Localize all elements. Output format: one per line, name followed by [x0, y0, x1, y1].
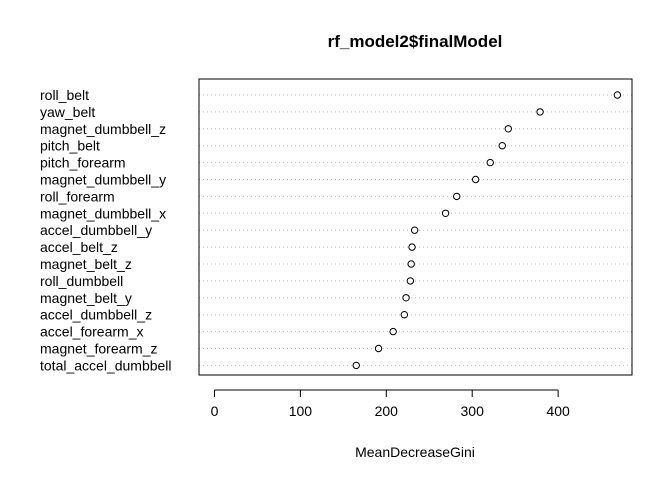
category-label: magnet_dumbbell_y	[40, 172, 166, 188]
x-tick-label: 0	[211, 403, 219, 419]
category-label: roll_belt	[40, 87, 89, 103]
category-label: magnet_dumbbell_x	[40, 205, 166, 221]
category-label: pitch_forearm	[40, 155, 126, 171]
category-label: magnet_forearm_z	[40, 341, 158, 357]
data-point	[389, 327, 397, 336]
category-label: magnet_dumbbell_z	[40, 121, 166, 137]
plot-frame	[198, 78, 633, 376]
data-point	[408, 243, 416, 251]
data-point	[613, 91, 622, 99]
grid-lines	[199, 94, 632, 366]
data-point	[374, 344, 383, 353]
data-point	[400, 311, 409, 319]
category-label: accel_dumbbell_y	[40, 222, 152, 238]
data-point	[453, 192, 461, 201]
x-tick-label: 300	[461, 403, 485, 419]
category-label: roll_forearm	[40, 188, 115, 204]
x-tick-label: 100	[289, 403, 313, 419]
category-label: magnet_belt_y	[40, 290, 132, 306]
x-axis-title: MeanDecreaseGini	[355, 444, 475, 460]
data-point	[504, 125, 512, 133]
data-point	[471, 175, 480, 184]
category-label: magnet_belt_z	[40, 256, 132, 272]
data-point	[402, 294, 410, 302]
data-point	[406, 277, 415, 285]
category-label: yaw_belt	[40, 104, 95, 120]
category-label: roll_dumbbell	[40, 273, 123, 289]
x-tick-label: 200	[375, 403, 399, 419]
data-point	[536, 108, 544, 116]
category-label: accel_forearm_x	[40, 324, 144, 340]
data-point	[410, 226, 419, 234]
data-point	[407, 260, 415, 268]
x-tick-label: 400	[546, 403, 570, 419]
data-points	[352, 91, 622, 370]
category-label: accel_belt_z	[40, 239, 118, 255]
data-point	[486, 158, 494, 167]
data-point	[498, 142, 506, 150]
category-label: pitch_belt	[40, 138, 100, 154]
chart-title: rf_model2$finalModel	[328, 32, 503, 51]
data-point	[441, 209, 450, 218]
x-axis: 0 100 200 300 400	[211, 389, 570, 419]
category-labels: roll_beltyaw_beltmagnet_dumbbell_zpitch_…	[40, 87, 172, 373]
category-label: accel_dumbbell_z	[40, 307, 152, 323]
category-label: total_accel_dumbbell	[40, 357, 172, 373]
data-point	[352, 361, 360, 370]
